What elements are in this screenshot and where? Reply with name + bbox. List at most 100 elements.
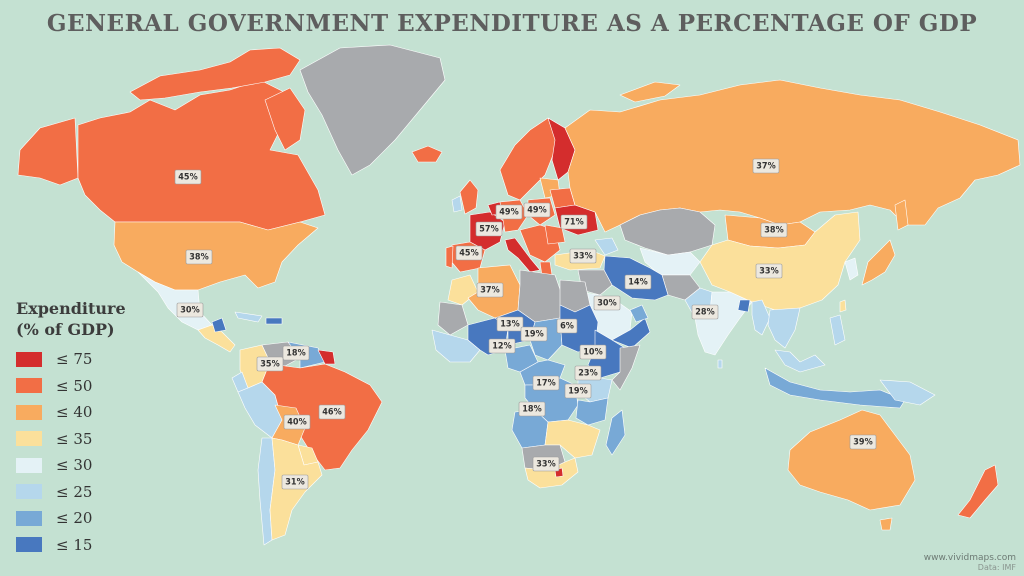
- value-label-text: 33%: [759, 267, 778, 277]
- value-label: 10%: [579, 344, 607, 360]
- value-label-text: 14%: [628, 278, 647, 288]
- country-italy: [504, 237, 541, 273]
- country-korea: [844, 257, 859, 281]
- value-label: 37%: [476, 282, 504, 298]
- legend-label: ≤ 40: [56, 403, 93, 422]
- value-label: 38%: [185, 249, 213, 265]
- country-malaysia: [774, 349, 826, 373]
- value-label-box: [282, 345, 310, 361]
- value-label: 37%: [752, 158, 780, 174]
- country-tanzania: [575, 397, 609, 426]
- legend-swatch: [16, 457, 42, 473]
- value-label-box: [624, 274, 652, 290]
- value-label-box: [523, 202, 551, 218]
- value-label-box: [174, 169, 202, 185]
- source-data: Data: IMF: [977, 563, 1016, 572]
- value-label-text: 38%: [764, 226, 783, 236]
- country-bangladesh: [737, 299, 751, 313]
- value-label: 49%: [495, 204, 523, 220]
- country-philippines: [829, 314, 846, 346]
- value-label-text: 40%: [287, 418, 306, 428]
- country-caucasus: [594, 237, 619, 256]
- value-label-text: 57%: [479, 225, 498, 235]
- value-label-text: 13%: [500, 320, 519, 330]
- value-label-text: 33%: [536, 460, 555, 470]
- value-label-box: [488, 338, 516, 354]
- value-label-text: 39%: [853, 438, 872, 448]
- legend-item: ≤ 20: [16, 505, 126, 532]
- value-label-text: 45%: [178, 173, 197, 183]
- value-label-box: [574, 365, 602, 381]
- country-guatemala: [211, 317, 227, 333]
- value-label-box: [520, 326, 548, 342]
- value-label-text: 37%: [756, 162, 775, 172]
- value-label-text: 31%: [285, 478, 304, 488]
- country-sakhalin: [894, 199, 909, 231]
- value-label: 35%: [256, 356, 284, 372]
- land-masses: [17, 44, 1021, 546]
- value-label-box: [556, 318, 578, 334]
- country-usa: [113, 221, 319, 291]
- value-label: 45%: [455, 245, 483, 261]
- legend-label: ≤ 75: [56, 350, 93, 369]
- legend: Expenditure (% of GDP) ≤ 75 ≤ 50 ≤ 40 ≤ 35 ≤…: [16, 298, 126, 558]
- legend-item: ≤ 75: [16, 346, 126, 373]
- country-japan: [861, 239, 896, 286]
- value-label-box: [560, 214, 588, 230]
- value-label-box: [476, 282, 504, 298]
- country-sri-lanka: [717, 359, 723, 369]
- legend-label: ≤ 20: [56, 509, 93, 528]
- value-label-box: [760, 222, 788, 238]
- value-label-text: 17%: [536, 379, 555, 389]
- legend-label: ≤ 35: [56, 429, 93, 448]
- country-west-africa: [431, 329, 481, 363]
- legend-swatch: [16, 510, 42, 526]
- value-label: 57%: [475, 221, 503, 237]
- value-label: 45%: [174, 169, 202, 185]
- value-label-box: [532, 375, 560, 391]
- value-label: 19%: [520, 326, 548, 342]
- value-label-text: 30%: [597, 299, 616, 309]
- value-label: 19%: [564, 383, 592, 399]
- value-label: 23%: [574, 365, 602, 381]
- country-cuba: [234, 311, 263, 323]
- country-uae: [629, 304, 649, 323]
- country-uk: [459, 179, 479, 215]
- value-label-text: 19%: [568, 387, 587, 397]
- value-label-text: 30%: [180, 306, 199, 316]
- legend-swatch: [16, 484, 42, 500]
- country-central-asia: [639, 247, 701, 276]
- country-alaska: [17, 117, 79, 186]
- value-label-text: 19%: [524, 330, 543, 340]
- value-label-text: 6%: [560, 322, 574, 332]
- country-somalia: [611, 344, 641, 391]
- country-mauritania: [437, 301, 469, 336]
- value-label: 12%: [488, 338, 516, 354]
- legend-item: ≤ 35: [16, 426, 126, 453]
- value-label-text: 18%: [522, 405, 541, 415]
- legend-item: ≤ 40: [16, 399, 126, 426]
- legend-label: ≤ 15: [56, 535, 93, 554]
- value-label: 31%: [281, 474, 309, 490]
- value-label: 40%: [283, 414, 311, 430]
- value-label-box: [532, 456, 560, 472]
- country-india: [694, 291, 753, 356]
- country-iceland: [411, 145, 443, 163]
- value-label-box: [256, 356, 284, 372]
- value-label-text: 37%: [480, 286, 499, 296]
- country-canada-arctic: [129, 47, 301, 101]
- value-label-box: [755, 263, 783, 279]
- value-label-text: 10%: [583, 348, 602, 358]
- country-canada-baffin: [264, 87, 306, 151]
- country-ireland: [451, 195, 463, 213]
- value-label: 49%: [523, 202, 551, 218]
- country-suriname: [317, 349, 336, 365]
- value-label-box: [455, 245, 483, 261]
- country-taiwan: [839, 299, 847, 313]
- value-label: 33%: [755, 263, 783, 279]
- country-madagascar: [605, 409, 626, 456]
- legend-swatch: [16, 378, 42, 394]
- value-label-text: 12%: [492, 342, 511, 352]
- country-kazakhstan: [619, 207, 716, 256]
